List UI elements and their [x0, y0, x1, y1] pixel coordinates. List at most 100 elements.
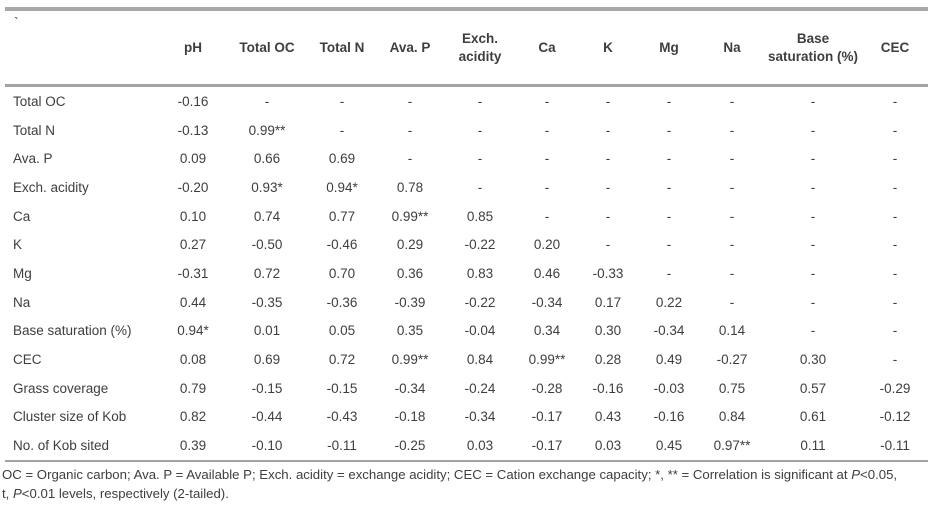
- correlation-cell: 0.11: [800, 438, 826, 454]
- correlation-cell: -: [729, 294, 735, 310]
- correlation-cell: 0.29: [396, 237, 424, 253]
- correlation-cell: -: [892, 93, 898, 109]
- correlation-cell: 0.66: [253, 151, 281, 167]
- row-label: Na: [13, 294, 31, 310]
- correlation-cell: -: [892, 294, 898, 310]
- correlation-cell: -: [605, 208, 611, 224]
- correlation-cell: -0.17: [531, 409, 563, 425]
- footnote: OC = Organic carbon; Ava. P = Available …: [1, 465, 928, 503]
- correlation-cell: 0.35: [396, 323, 424, 339]
- correlation-cell: -: [666, 237, 672, 253]
- correlation-cell: 0.93*: [251, 179, 283, 195]
- correlation-cell: 0.84: [466, 352, 494, 368]
- correlation-cell: -: [666, 265, 672, 281]
- correlation-cell: -0.46: [326, 237, 358, 253]
- correlation-cell: -: [892, 352, 898, 368]
- correlation-cell: -: [810, 265, 816, 281]
- correlation-cell: -0.31: [177, 265, 209, 281]
- correlation-cell: -0.33: [592, 265, 624, 281]
- table-row: Total OC -0.16 - - - - - - - - - -: [5, 86, 928, 116]
- correlation-cell: 0.99**: [391, 208, 429, 224]
- correlation-cell: -: [477, 122, 483, 138]
- correlation-cell: -: [729, 237, 735, 253]
- row-label: Cluster size of Kob: [13, 409, 127, 425]
- correlation-cell: 0.61: [799, 409, 827, 425]
- correlation-cell: -0.28: [531, 380, 563, 396]
- correlation-cell: -0.15: [251, 380, 283, 396]
- row-label: No. of Kob sited: [13, 438, 110, 454]
- correlation-cell: -0.04: [464, 323, 496, 339]
- footnote-line: t, P<0.01 levels, respectively (2-tailed…: [2, 485, 229, 501]
- correlation-cell: -: [892, 179, 898, 195]
- correlation-cell: 0.94*: [326, 179, 358, 195]
- correlation-cell: 0.75: [718, 380, 746, 396]
- row-label: Base saturation (%): [13, 323, 132, 339]
- correlation-cell: 0.57: [799, 380, 827, 396]
- table-row: Cluster size of Kob 0.82 -0.44 -0.43 -0.18 -0…: [5, 403, 928, 432]
- row-label: Mg: [13, 265, 32, 281]
- table-row: CEC 0.08 0.69 0.72 0.99** 0.84 0.99** 0.28 0.49 -…: [5, 345, 928, 374]
- column-header-cec: CEC: [862, 9, 928, 87]
- correlation-cell: 0.22: [655, 294, 683, 310]
- table-row: Ava. P 0.09 0.66 0.69 - - - - - - - -: [5, 144, 928, 173]
- correlation-cell: 0.69: [253, 352, 281, 368]
- column-header-mg: Mg: [638, 9, 700, 87]
- correlation-cell: -: [407, 122, 413, 138]
- correlation-cell: -0.22: [464, 294, 496, 310]
- correlation-cell: 0.74: [253, 208, 281, 224]
- correlation-cell: -: [605, 237, 611, 253]
- row-label: Total N: [13, 122, 56, 138]
- column-header-ca: Ca: [516, 9, 578, 87]
- correlation-cell: -0.12: [879, 409, 911, 425]
- correlation-cell: 0.84: [718, 409, 746, 425]
- row-label: Ca: [13, 208, 31, 224]
- correlation-cell: -: [544, 208, 550, 224]
- row-label: Ava. P: [13, 151, 53, 167]
- correlation-cell: 0.77: [328, 208, 356, 224]
- correlation-cell: -: [605, 122, 611, 138]
- correlation-cell: -0.24: [464, 380, 496, 396]
- correlation-cell: 0.27: [179, 237, 207, 253]
- correlation-cell: 0.39: [179, 438, 207, 454]
- correlation-cell: -: [729, 208, 735, 224]
- correlation-cell: 0.14: [718, 323, 746, 339]
- table-row: Grass coverage 0.79 -0.15 -0.15 -0.34 -0.24 -0…: [5, 374, 928, 403]
- correlation-cell: -: [666, 151, 672, 167]
- correlation-cell: 0.30: [799, 352, 827, 368]
- correlation-cell: -: [729, 151, 735, 167]
- correlation-cell: -: [339, 122, 345, 138]
- correlation-cell: 0.30: [594, 323, 622, 339]
- correlation-cell: -: [605, 93, 611, 109]
- table-row: Na 0.44 -0.35 -0.36 -0.39 -0.22 -0.34 0.17 0.22 -…: [5, 288, 928, 317]
- correlation-cell: 0.99**: [248, 122, 286, 138]
- column-header-base-saturation: Base saturation (%): [764, 9, 862, 87]
- correlation-cell: 0.44: [179, 294, 207, 310]
- correlation-cell: -: [810, 122, 816, 138]
- correlation-cell: -: [264, 93, 270, 109]
- correlation-cell: -: [666, 122, 672, 138]
- correlation-cell: -0.43: [326, 409, 358, 425]
- correlation-cell: -: [892, 151, 898, 167]
- correlation-cell: 0.79: [179, 380, 207, 396]
- correlation-cell: 0.08: [179, 352, 207, 368]
- correlation-cell: 0.03: [594, 438, 622, 454]
- correlation-cell: 0.82: [179, 409, 207, 425]
- correlation-cell: -: [544, 179, 550, 195]
- correlation-cell: 0.99**: [391, 352, 429, 368]
- correlation-table-wrap: ` pH Total OC Total N Ava. P Exch. acidi…: [5, 7, 928, 462]
- correlation-cell: -: [892, 265, 898, 281]
- correlation-cell: 0.28: [594, 352, 622, 368]
- correlation-cell: -: [810, 179, 816, 195]
- correlation-cell: -: [892, 208, 898, 224]
- correlation-cell: -0.18: [394, 409, 426, 425]
- correlation-cell: 0.99**: [528, 352, 566, 368]
- correlation-cell: -0.50: [251, 237, 283, 253]
- correlation-cell: -: [810, 208, 816, 224]
- correlation-cell: -: [605, 179, 611, 195]
- correlation-cell: 0.69: [328, 151, 356, 167]
- row-label: Total OC: [13, 93, 66, 109]
- column-header-total-oc: Total OC: [226, 9, 308, 87]
- table-row: Mg -0.31 0.72 0.70 0.36 0.83 0.46 -0.33 - - - -: [5, 259, 928, 288]
- column-header-ava-p: Ava. P: [376, 9, 444, 87]
